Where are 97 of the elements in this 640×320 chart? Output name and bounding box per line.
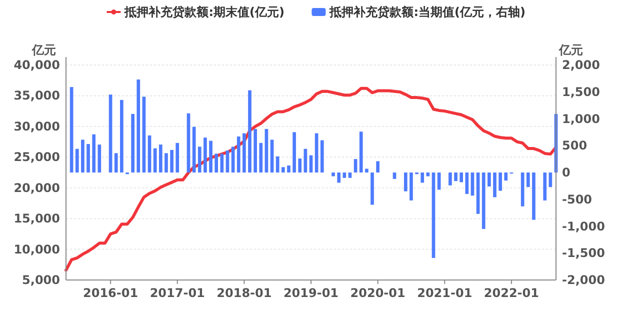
bar: [454, 172, 458, 182]
bar: [148, 135, 152, 172]
y-axis-title: 亿元: [31, 43, 56, 57]
y-tick-label: 15,000: [14, 212, 60, 226]
bar: [276, 156, 280, 172]
bar: [248, 90, 252, 172]
bar: [337, 172, 341, 183]
bar: [342, 172, 346, 178]
bar: [370, 172, 374, 205]
bar: [448, 172, 452, 186]
bar: [142, 96, 146, 172]
y-tick-label: 25,000: [14, 150, 60, 164]
bar: [532, 172, 536, 220]
bar: [354, 159, 358, 172]
bar: [231, 146, 235, 172]
bar: [136, 80, 140, 172]
y2-axis-title: 亿元: [558, 43, 583, 57]
x-tick-label: 2016-01: [83, 286, 138, 300]
bar: [186, 113, 190, 172]
bar: [365, 168, 368, 172]
bar: [376, 161, 380, 172]
bar: [220, 154, 224, 172]
y-tick-label: 30,000: [14, 119, 60, 134]
y-tick-label: 10,000: [14, 242, 60, 256]
bar: [70, 87, 74, 172]
bar: [320, 140, 324, 172]
bar: [164, 153, 168, 172]
bar: [498, 172, 502, 191]
bar: [153, 148, 157, 172]
bar: [482, 172, 486, 229]
bar: [259, 142, 263, 172]
y2-tick-label: -1,500: [562, 246, 605, 260]
y-tick-label: 35,000: [14, 88, 60, 103]
bar: [254, 128, 257, 172]
y2-tick-label: 1,500: [562, 84, 600, 99]
bar: [493, 172, 496, 198]
bar: [298, 158, 302, 172]
bar: [392, 172, 396, 179]
bar: [504, 172, 508, 181]
bar: [236, 136, 240, 172]
bar: [526, 172, 530, 188]
bar: [209, 140, 212, 172]
x-tick-label: 2021-01: [417, 286, 472, 300]
bar: [120, 100, 124, 172]
bar: [404, 172, 408, 192]
bar: [170, 150, 174, 172]
y2-tick-label: 2,000: [562, 58, 600, 72]
y2-tick-label: 1,000: [562, 112, 600, 126]
bar: [114, 153, 118, 172]
bar: [292, 132, 296, 172]
bar: [410, 172, 413, 200]
bar: [108, 94, 112, 172]
bar: [460, 172, 464, 182]
x-tick-label: 2022-01: [484, 286, 539, 300]
bar: [543, 172, 547, 200]
bar: [86, 144, 90, 172]
x-tick-label: 2017-01: [150, 286, 205, 300]
bar: [98, 144, 102, 172]
line-series: [64, 86, 558, 272]
bar: [488, 172, 491, 186]
y-tick-label: 40,000: [14, 58, 60, 72]
bar: [131, 114, 134, 172]
bar: [359, 132, 363, 172]
bar: [242, 133, 246, 172]
bar: [264, 128, 268, 172]
bar: [332, 172, 335, 176]
y-tick-label: 5,000: [22, 273, 60, 287]
bar: [548, 172, 552, 188]
x-tick-label: 2018-01: [216, 286, 272, 300]
bar: [92, 134, 96, 172]
bar: [520, 172, 524, 206]
bar: [426, 172, 430, 176]
bar: [81, 140, 84, 172]
legend-label: 抵押补充贷款额:期末值(亿元): [124, 5, 284, 19]
bar: [270, 140, 274, 172]
bar: [176, 142, 180, 172]
x-tick-label: 2020-01: [350, 286, 406, 300]
bar: [432, 172, 436, 258]
y2-tick-label: 500: [562, 138, 588, 153]
bar: [198, 146, 202, 172]
x-tick-label: 2019-01: [283, 286, 339, 300]
bar: [287, 166, 290, 172]
bar: [75, 148, 79, 172]
y-tick-label: 20,000: [14, 180, 60, 195]
bar: [214, 154, 218, 172]
y2-tick-label: 0: [562, 166, 570, 180]
bar: [420, 172, 424, 183]
bar: [465, 172, 469, 194]
bar: [281, 167, 285, 172]
bar: [204, 138, 207, 172]
bar: [476, 172, 480, 214]
bar: [158, 144, 162, 172]
y2-tick-label: -500: [562, 192, 592, 206]
legend-label: 抵押补充贷款额:当期值(亿元，右轴): [328, 5, 526, 19]
y2-tick-label: -2,000: [562, 273, 605, 287]
bar: [348, 172, 352, 178]
y2-tick-label: -1,000: [562, 219, 605, 234]
